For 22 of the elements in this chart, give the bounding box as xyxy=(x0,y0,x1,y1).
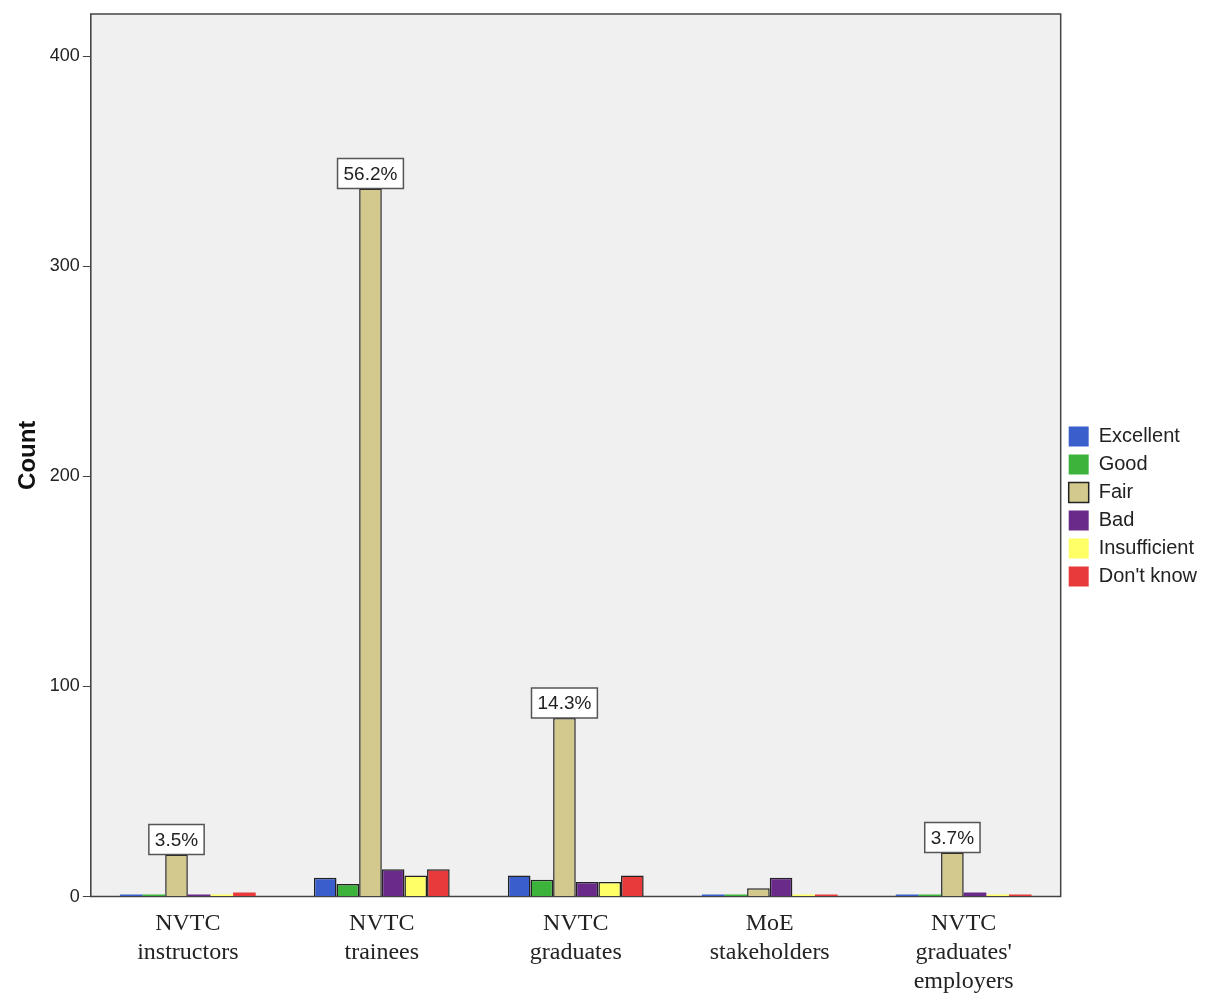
legend-label: Don't know xyxy=(1098,564,1198,587)
x-tick-label: MoE stakeholders xyxy=(709,909,830,965)
y-tick-label: 0 xyxy=(69,885,80,906)
x-tick-label: NVTC trainees xyxy=(344,909,420,965)
annotation: 56.2% xyxy=(343,162,398,184)
y-axis-title: Count xyxy=(13,420,41,490)
legend-label: Good xyxy=(1098,452,1148,475)
y-tick-label: 100 xyxy=(49,675,80,696)
y-tick-label: 200 xyxy=(49,465,80,486)
annotation: 14.3% xyxy=(537,692,592,714)
legend-label: Fair xyxy=(1098,480,1134,503)
annotation: 3.7% xyxy=(930,826,975,848)
x-tick-label: NVTC instructors xyxy=(137,909,239,965)
y-tick-label: 300 xyxy=(49,255,80,276)
legend-label: Excellent xyxy=(1098,424,1181,447)
annotation: 3.5% xyxy=(154,828,199,850)
x-tick-label: NVTC graduates xyxy=(529,909,622,965)
legend-label: Bad xyxy=(1098,508,1135,531)
x-tick-label: NVTC graduates' employers xyxy=(913,909,1014,993)
legend-label: Insufficient xyxy=(1098,536,1195,559)
y-tick-label: 400 xyxy=(49,45,80,65)
bar xyxy=(233,892,256,897)
